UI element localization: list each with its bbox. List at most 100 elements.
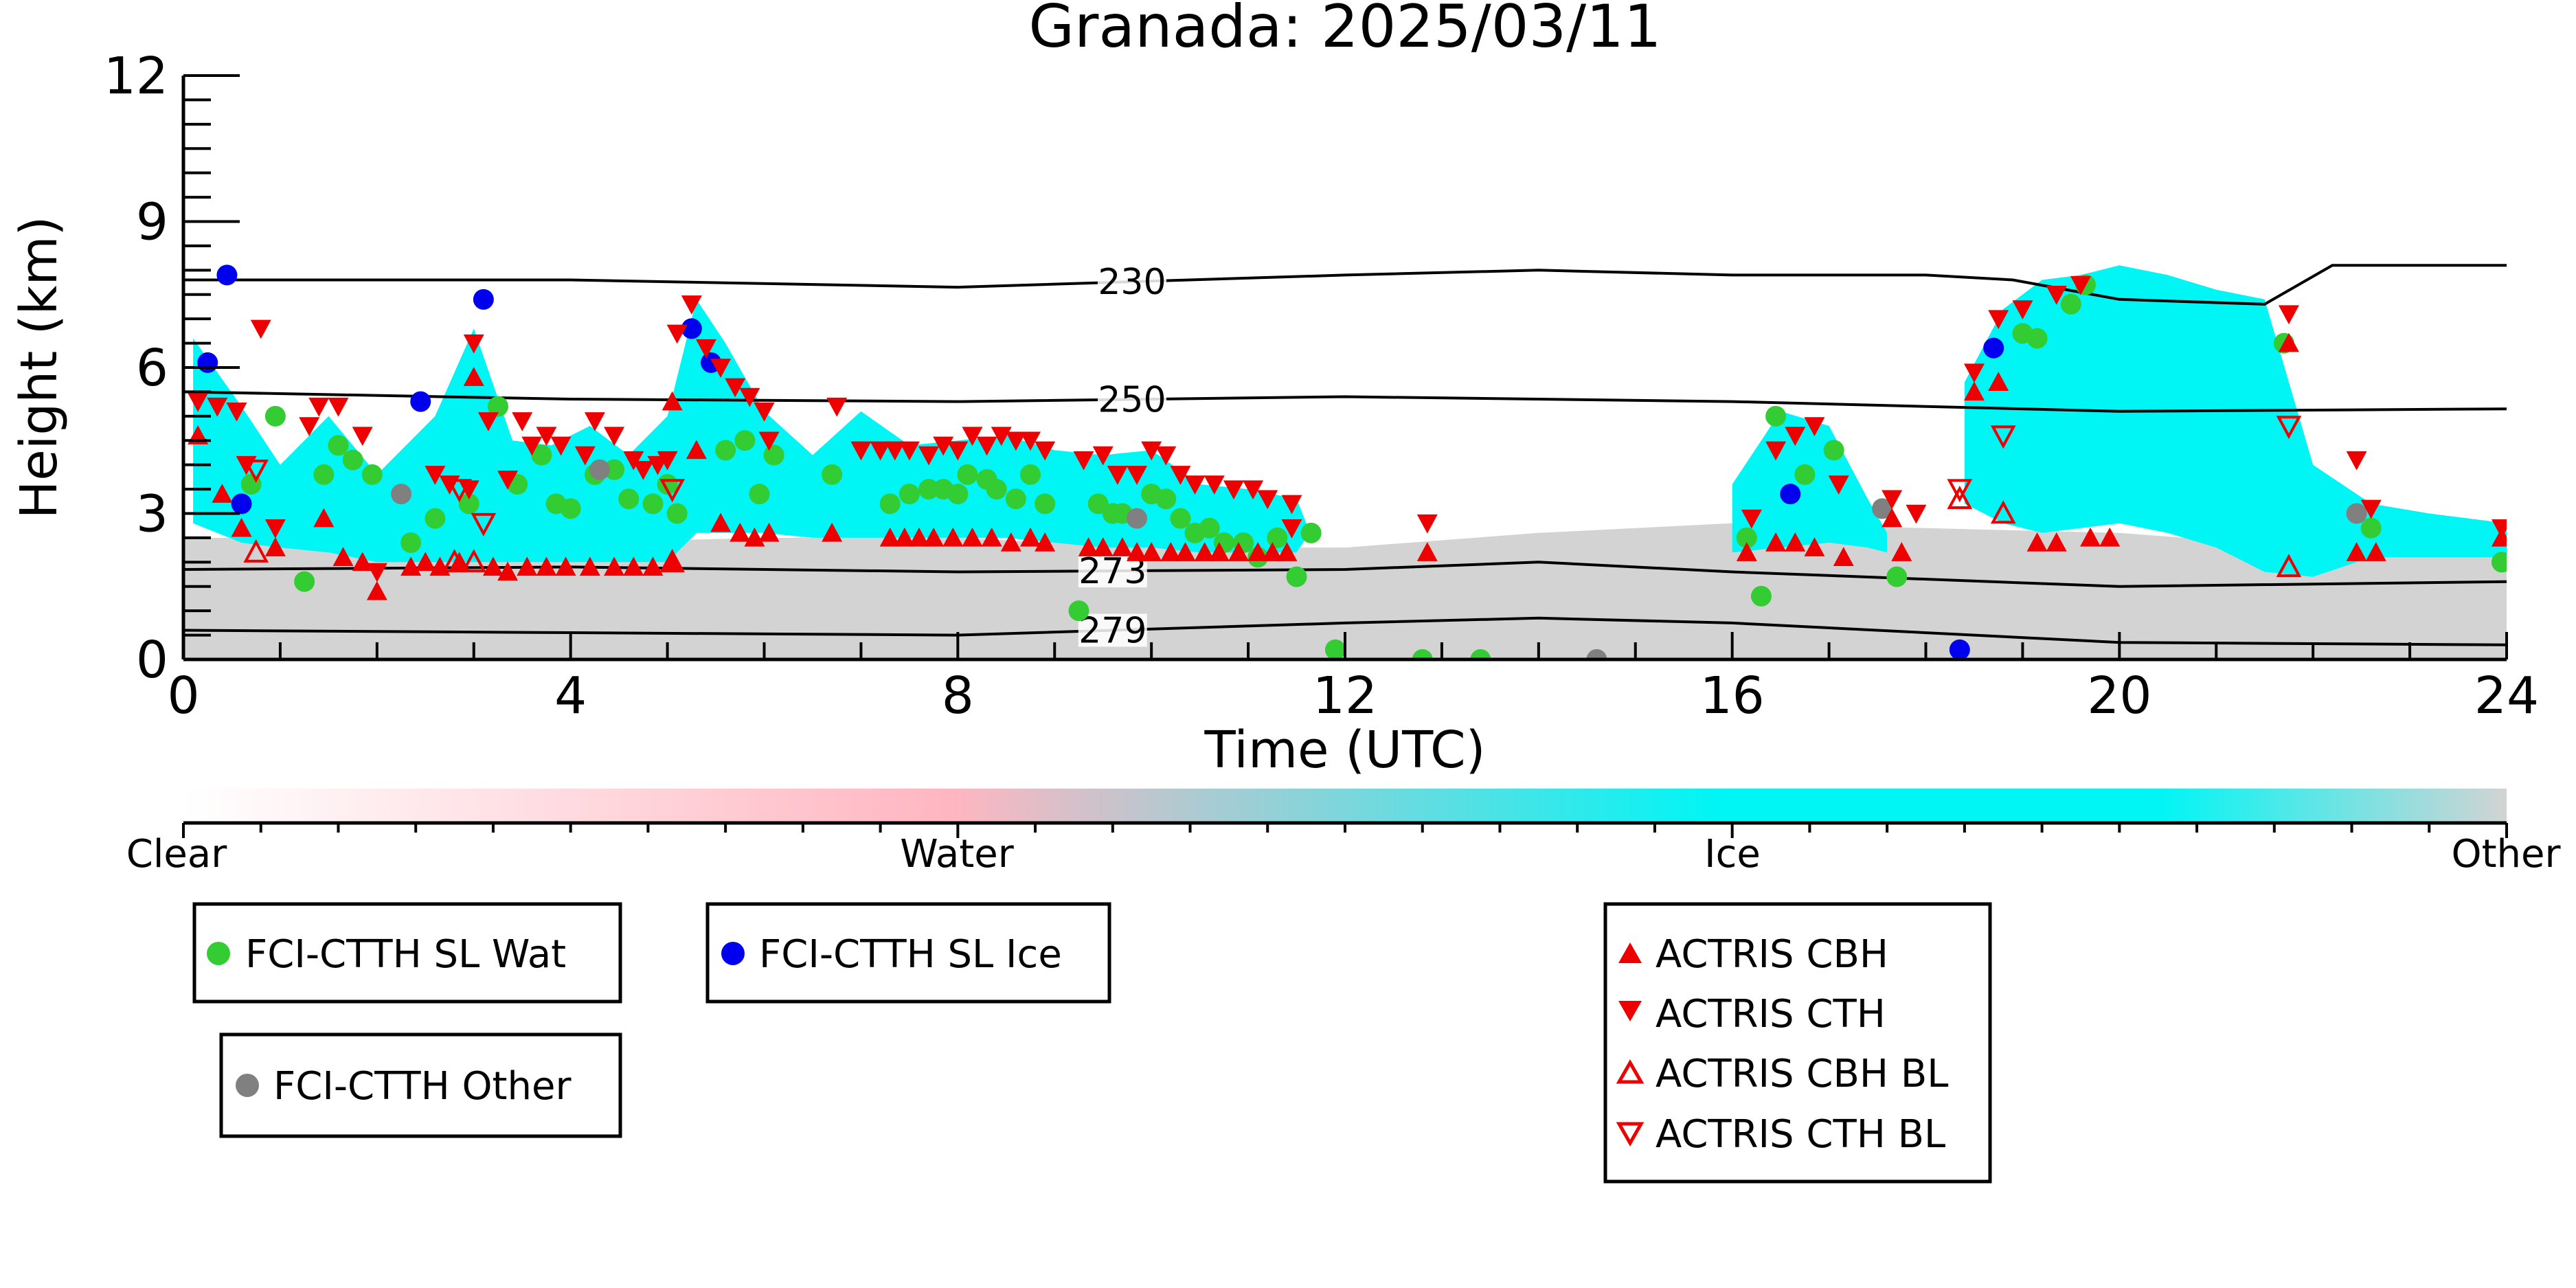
actris-cth-point-34 — [754, 403, 775, 422]
legend-label-wat: FCI-CTTH SL Wat — [245, 932, 566, 977]
actris-cth-point-41 — [918, 446, 940, 466]
actris-cbh-point-66 — [2099, 527, 2121, 547]
fci-ctth-sl-wat-point-49 — [1267, 527, 1288, 548]
actris-cth-point-30 — [695, 339, 716, 359]
actris-cbh-point-21 — [642, 556, 664, 576]
actris-cbh-point-35 — [962, 527, 983, 547]
y-axis-label: Height (km) — [10, 216, 69, 519]
actris-cth-point-43 — [947, 441, 969, 461]
x-tick-label-8: 8 — [942, 666, 974, 725]
actris-cth-bl-point-3 — [659, 479, 685, 503]
actris-cbh-point-12 — [463, 367, 484, 386]
actris-cbh-point-34 — [942, 527, 964, 547]
actris-cth-point-20 — [550, 436, 572, 456]
legend-label-cth: ACTRIS CTH — [1656, 992, 1886, 1037]
actris-cbh-point-48 — [1208, 542, 1230, 561]
actris-cth-point-78 — [2346, 451, 2367, 471]
cloud-region-ice-3 — [1964, 265, 2507, 577]
actris-cbh-point-52 — [1276, 542, 1298, 561]
fci-ctth-sl-wat-point-8 — [425, 508, 446, 529]
legend-marker-ice — [721, 942, 745, 965]
actris-cth-point-25 — [633, 461, 654, 480]
fci-ctth-sl-wat-point-52 — [1324, 639, 1346, 659]
fci-ctth-sl-wat-point-42 — [1155, 488, 1177, 510]
actris-cbh-point-49 — [1228, 542, 1249, 561]
legend-label-cbh-bl: ACTRIS CBH BL — [1656, 1052, 1948, 1096]
actris-cth-point-9 — [352, 427, 373, 447]
fci-ctth-sl-wat-point-20 — [666, 503, 688, 524]
actris-cth-point-8 — [328, 397, 349, 417]
legend-marker-cbh-bl — [1616, 1059, 1645, 1084]
fci-ctth-other-point-3 — [1586, 649, 1607, 659]
legend-box-ice — [705, 902, 1111, 1004]
actris-cth-point-47 — [1005, 431, 1026, 451]
fci-ctth-sl-wat-point-3 — [313, 464, 335, 485]
actris-cbh-point-44 — [1141, 542, 1162, 561]
actris-cbh-point-14 — [497, 561, 519, 581]
fci-ctth-sl-wat-point-10 — [487, 396, 508, 417]
actris-cth-point-67 — [1785, 427, 1806, 447]
fci-ctth-sl-wat-point-67 — [2491, 552, 2507, 573]
actris-cth-point-31 — [710, 359, 732, 378]
actris-cbh-point-37 — [1000, 532, 1021, 552]
actris-cbh-point-28 — [758, 522, 780, 542]
fci-ctth-sl-wat-point-6 — [361, 464, 383, 485]
actris-cth-bl-point-1 — [447, 479, 472, 503]
fci-ctth-sl-wat-point-25 — [822, 464, 843, 485]
actris-cbh-bl-point-4 — [1947, 486, 1973, 509]
fci-ctth-sl-wat-point-63 — [2060, 293, 2081, 315]
colorbar-gradient — [183, 789, 2507, 823]
actris-cbh-point-36 — [981, 527, 1002, 547]
actris-cth-point-54 — [1141, 441, 1162, 461]
fci-ctth-sl-wat-point-16 — [604, 459, 625, 480]
y-tick-label-3: 3 — [136, 485, 168, 544]
actris-cth-point-16 — [497, 471, 519, 490]
actris-cth-point-61 — [1257, 490, 1278, 510]
actris-cth-point-58 — [1204, 475, 1225, 495]
actris-cth-point-39 — [884, 441, 905, 461]
fci-ctth-sl-ice-point-8 — [1949, 639, 1970, 659]
fci-ctth-sl-wat-point-56 — [1750, 585, 1772, 607]
actris-cbh-point-41 — [1092, 537, 1114, 556]
fci-ctth-sl-wat-point-36 — [1035, 493, 1056, 515]
legend: FCI-CTTH SL Wat FCI-CTTH SL Ice FCI-CTTH… — [192, 902, 1992, 1184]
actris-cth-point-14 — [463, 334, 484, 354]
actris-cth-point-23 — [604, 427, 625, 447]
cloud-region-other-0 — [183, 523, 2507, 659]
contour-label-279: 279 — [1078, 611, 1146, 652]
actris-cth-point-32 — [725, 378, 746, 398]
fci-ctth-sl-ice-point-1 — [216, 264, 238, 286]
actris-cth-point-68 — [1804, 417, 1825, 436]
actris-cth-point-71 — [1906, 504, 1927, 524]
actris-cth-point-79 — [2360, 499, 2382, 519]
actris-cbh-bl-point-3 — [659, 549, 685, 573]
fci-ctth-sl-wat-point-35 — [1020, 464, 1041, 485]
actris-cth-point-60 — [1243, 480, 1264, 500]
legend-box-other — [219, 1032, 622, 1138]
fci-ctth-other-point-1 — [589, 459, 610, 480]
fci-ctth-sl-ice-point-2 — [231, 493, 252, 515]
actris-cbh-point-38 — [1020, 527, 1041, 547]
contour-label-250: 250 — [1098, 379, 1166, 420]
actris-cbh-point-22 — [662, 552, 683, 572]
actris-cth-point-36 — [826, 397, 848, 417]
actris-cbh-point-53 — [1416, 542, 1438, 561]
fci-ctth-sl-wat-point-2 — [294, 571, 315, 592]
actris-cbh-point-27 — [744, 527, 765, 547]
x-tick-label-0: 0 — [167, 666, 199, 725]
fci-ctth-sl-wat-point-34 — [1005, 488, 1026, 510]
actris-cbh-point-64 — [2046, 532, 2067, 552]
actris-cbh-point-26 — [730, 522, 751, 542]
fci-ctth-sl-wat-point-57 — [1765, 405, 1787, 427]
contour-label-230: 230 — [1098, 262, 1166, 303]
actris-cbh-point-2 — [231, 517, 252, 537]
fci-ctth-sl-wat-point-9 — [458, 493, 479, 515]
actris-cth-point-7 — [308, 397, 330, 417]
y-tick-label-6: 6 — [136, 339, 168, 398]
actris-cth-point-21 — [574, 446, 596, 466]
actris-cbh-point-15 — [517, 556, 538, 576]
fci-ctth-sl-wat-point-4 — [328, 435, 349, 456]
actris-cth-point-70 — [1882, 490, 1903, 510]
actris-cbh-point-23 — [662, 391, 683, 411]
actris-cbh-point-9 — [415, 552, 436, 572]
